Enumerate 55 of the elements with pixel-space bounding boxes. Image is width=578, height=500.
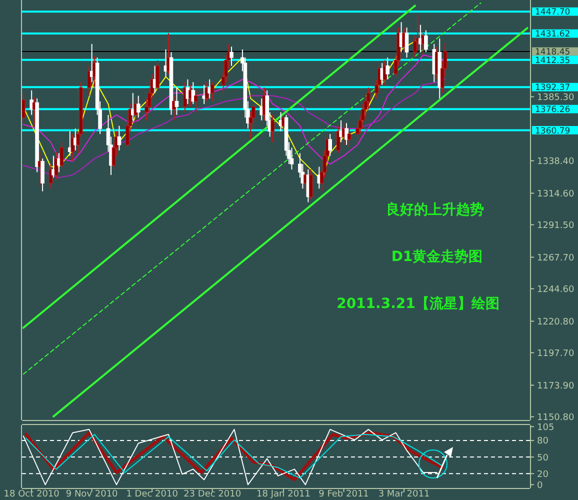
x-tick-label: 18 Oct 2010 bbox=[4, 490, 60, 500]
annotation: 良好的上升趋势 bbox=[386, 201, 484, 218]
x-tick-label: 9 Nov 2010 bbox=[66, 490, 118, 500]
y-tick-label: 1291.50 bbox=[537, 220, 574, 231]
candlestick bbox=[404, 27, 409, 58]
y-tick-label: 1220.80 bbox=[537, 317, 574, 328]
candlestick bbox=[347, 128, 352, 148]
candlestick bbox=[60, 142, 64, 169]
y-tick-label: 50 bbox=[537, 453, 549, 464]
ref-line-label: 1431.62 bbox=[535, 30, 570, 40]
ref-line-label: 1360.79 bbox=[535, 126, 570, 136]
ref-line-label: 1447.70 bbox=[535, 8, 570, 18]
ref-line-label: 1392.37 bbox=[535, 83, 570, 94]
x-tick-label: 1 Dec 2010 bbox=[126, 490, 178, 500]
candlestick bbox=[194, 90, 198, 113]
candlestick bbox=[191, 82, 196, 104]
y-tick-label: 1338.40 bbox=[537, 156, 574, 167]
candlestick bbox=[174, 87, 179, 116]
annotation: 2011.3.21【流星】绘图 bbox=[336, 295, 500, 312]
y-tick-label: 1314.60 bbox=[537, 189, 574, 200]
candlestick bbox=[87, 65, 91, 96]
candlestick bbox=[30, 90, 34, 116]
y-tick-label: 1385.30 bbox=[537, 92, 574, 103]
y-tick-label: 1197.70 bbox=[537, 348, 574, 359]
candlestick bbox=[117, 125, 122, 151]
ref-line-label: 1418.45 bbox=[535, 48, 570, 58]
y-tick-label: 1244.60 bbox=[537, 284, 574, 295]
x-tick-label: 18 Jan 2011 bbox=[256, 490, 311, 500]
y-tick-label: 105 bbox=[537, 422, 554, 433]
candlestick bbox=[156, 60, 160, 91]
candlestick bbox=[344, 122, 348, 146]
ref-line-label: 1376.26 bbox=[535, 105, 570, 116]
candlestick bbox=[270, 114, 274, 143]
x-tick-label: 23 Dec 2010 bbox=[184, 490, 242, 500]
ref-line-label: 1412.35 bbox=[535, 56, 570, 66]
x-tick-label: 3 Mar 2011 bbox=[378, 490, 430, 500]
y-tick-label: 0 bbox=[537, 480, 543, 491]
candlestick bbox=[136, 95, 140, 118]
y-tick-label: 1150.80 bbox=[537, 412, 574, 423]
candlestick bbox=[309, 168, 313, 200]
candlestick bbox=[172, 95, 176, 121]
y-tick-label: 1267.70 bbox=[537, 253, 574, 264]
y-tick-label: 1173.90 bbox=[537, 381, 574, 392]
candlestick bbox=[210, 82, 214, 102]
candlestick bbox=[40, 158, 44, 192]
candlestick bbox=[22, 92, 26, 124]
candlestick bbox=[424, 30, 428, 53]
candlestick bbox=[70, 133, 75, 162]
x-tick-label: 9 Feb 2011 bbox=[318, 490, 369, 500]
y-tick-label: 20 bbox=[537, 470, 549, 480]
annotation: D1黄金走势图 bbox=[391, 249, 483, 265]
candlestick bbox=[386, 57, 390, 80]
candlestick bbox=[328, 133, 332, 156]
y-tick-label: 80 bbox=[537, 436, 549, 447]
candlestick bbox=[230, 46, 234, 66]
